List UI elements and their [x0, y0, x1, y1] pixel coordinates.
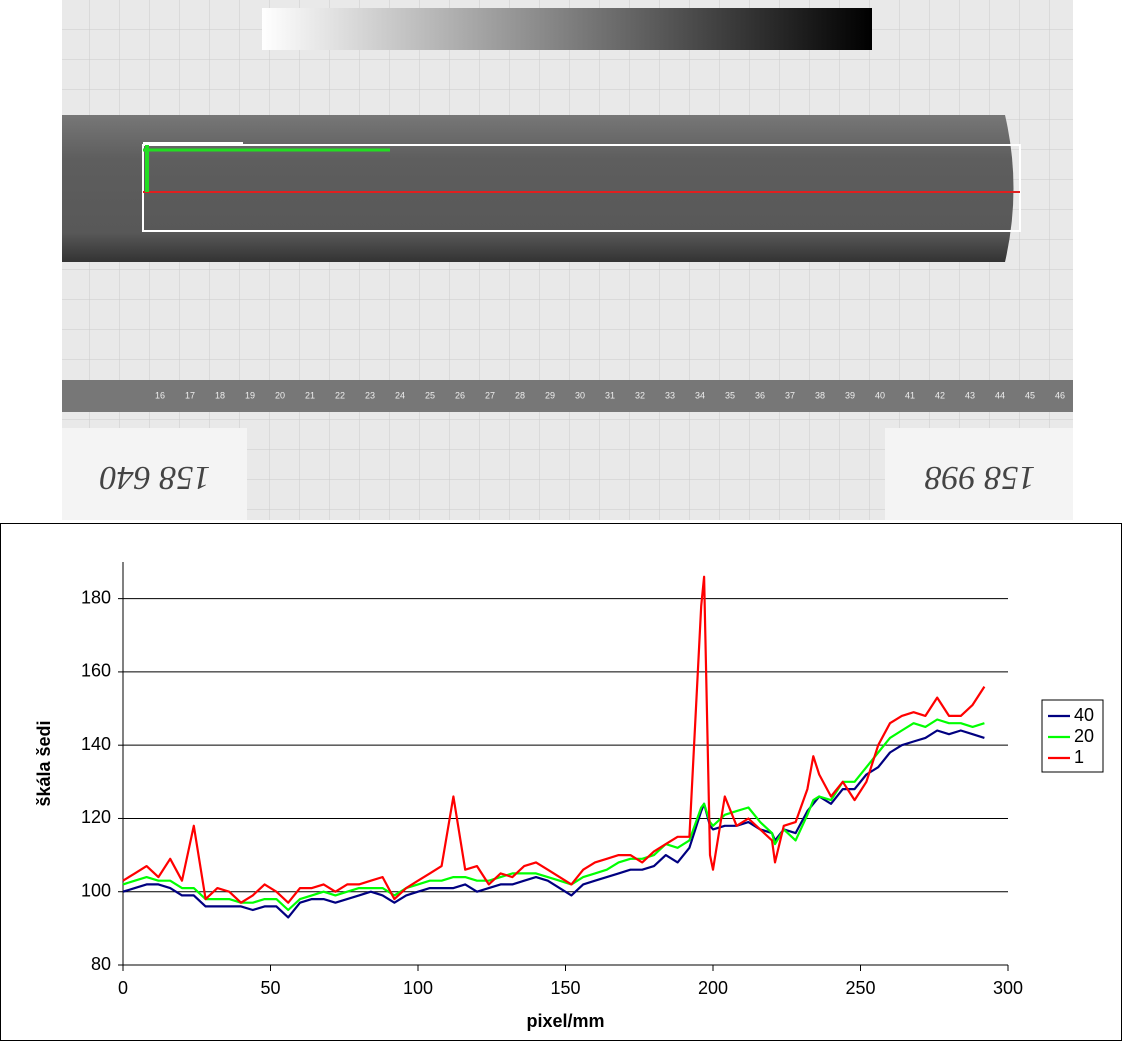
- ruler-number: 16: [155, 390, 165, 400]
- ruler-number: 32: [635, 390, 645, 400]
- ruler-number: 26: [455, 390, 465, 400]
- y-tick-label: 140: [81, 734, 111, 754]
- y-tick-label: 120: [81, 807, 111, 827]
- ruler-number: 36: [755, 390, 765, 400]
- x-tick-label: 50: [260, 978, 280, 998]
- ruler-number: 44: [995, 390, 1005, 400]
- roi-box: [142, 144, 1021, 232]
- ruler-number: 31: [605, 390, 615, 400]
- y-tick-label: 80: [91, 954, 111, 974]
- ruler-number: 19: [245, 390, 255, 400]
- ruler-number: 24: [395, 390, 405, 400]
- ruler-number: 18: [215, 390, 225, 400]
- x-axis-title: pixel/mm: [526, 1011, 604, 1031]
- x-tick-label: 200: [698, 978, 728, 998]
- label-card: [885, 428, 1073, 520]
- ruler-number: 37: [785, 390, 795, 400]
- ruler-number: 17: [185, 390, 195, 400]
- series-line: [122, 729, 985, 919]
- ruler-number: 41: [905, 390, 915, 400]
- series-line: [122, 575, 986, 904]
- ruler-number: 39: [845, 390, 855, 400]
- gray-scale-strip: [262, 8, 872, 50]
- y-tick-label: 180: [81, 587, 111, 607]
- ruler-number: 33: [665, 390, 675, 400]
- legend-label: 20: [1074, 726, 1094, 746]
- ruler-number: 45: [1025, 390, 1035, 400]
- legend-label: 40: [1074, 705, 1094, 725]
- ruler-number: 27: [485, 390, 495, 400]
- ruler-numbers: 16 17 18 19 20 21 22 23 24 25 26 27 28 29 30 31 32 33 34 35…: [155, 390, 1065, 400]
- ruler-number: 20: [275, 390, 285, 400]
- x-tick-label: 250: [845, 978, 875, 998]
- ruler-number: 23: [365, 390, 375, 400]
- legend-label: 1: [1074, 747, 1084, 767]
- x-tick-label: 150: [550, 978, 580, 998]
- ruler-number: 35: [725, 390, 735, 400]
- ruler-number: 21: [305, 390, 315, 400]
- x-tick-label: 0: [118, 978, 128, 998]
- photo: 16 17 18 19 20 21 22 23 24 25 26 27 28 29 30 31 32 33 34 35…: [62, 0, 1073, 520]
- y-axis-title: škála šedi: [34, 720, 54, 806]
- x-tick-label: 100: [403, 978, 433, 998]
- y-tick-label: 160: [81, 661, 111, 681]
- ruler: [62, 380, 1073, 412]
- ruler-number: 22: [335, 390, 345, 400]
- sample-label: 158 640: [100, 459, 211, 496]
- ruler-number: 29: [545, 390, 555, 400]
- ruler-number: 40: [875, 390, 885, 400]
- ruler-number: 38: [815, 390, 825, 400]
- chart-frame: [0, 523, 1122, 1041]
- ruler-number: 46: [1055, 390, 1065, 400]
- y-tick-label: 100: [81, 880, 111, 900]
- label-card: [62, 428, 247, 520]
- ruler-number: 34: [695, 390, 705, 400]
- ruler-number: 25: [425, 390, 435, 400]
- series-line: [122, 718, 985, 912]
- ruler-number: 30: [575, 390, 585, 400]
- x-tick-label: 300: [993, 978, 1023, 998]
- ruler-number: 43: [965, 390, 975, 400]
- ruler-number: 42: [935, 390, 945, 400]
- ruler-number: 28: [515, 390, 525, 400]
- core-cylinder: [62, 115, 1014, 262]
- sample-label: 158 998: [925, 459, 1036, 496]
